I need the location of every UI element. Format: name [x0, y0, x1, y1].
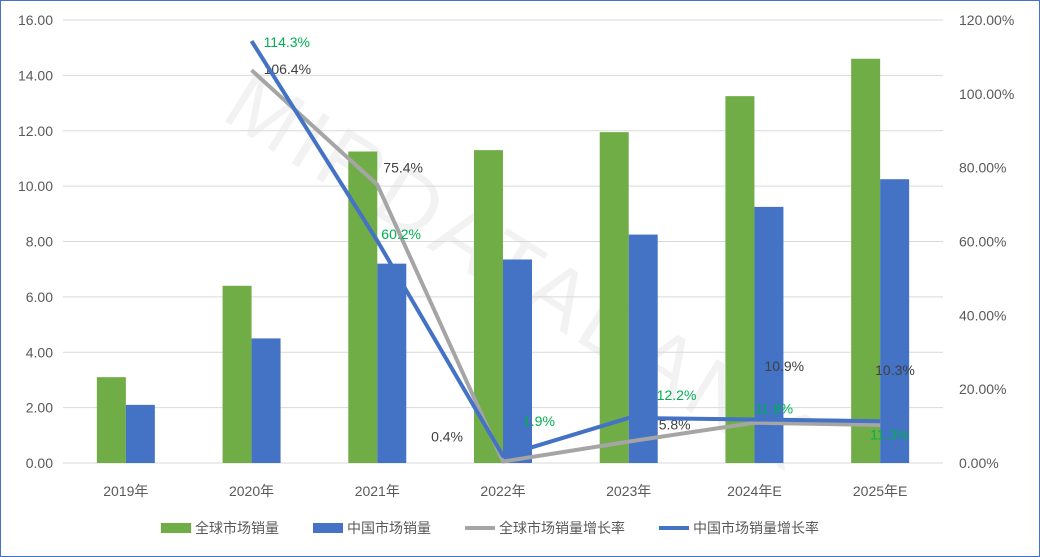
right-tick-label: 60.00%	[959, 234, 1006, 250]
x-tick-label: 2021年	[355, 483, 400, 499]
legend-label: 中国市场销量增长率	[693, 520, 819, 536]
line-china-growth	[249, 39, 881, 458]
left-tick-label: 10.00	[18, 178, 53, 194]
left-tick-label: 16.00	[18, 12, 53, 28]
bar-china	[125, 404, 155, 463]
data-label: 10.9%	[764, 358, 804, 374]
bar-global	[96, 377, 126, 463]
right-tick-label: 100.00%	[959, 86, 1014, 102]
bar-global	[851, 58, 881, 463]
legend-label: 中国市场销量	[347, 520, 431, 536]
data-label: 60.2%	[381, 226, 421, 242]
data-label: 11.3%	[870, 426, 909, 442]
data-label: 10.3%	[875, 362, 915, 378]
data-label: 0.4%	[431, 429, 463, 445]
bar-china	[880, 179, 910, 463]
x-tick-label: 2025年E	[853, 483, 907, 499]
bar-china	[377, 263, 407, 463]
right-tick-label: 20.00%	[959, 381, 1006, 397]
bar-global	[222, 285, 252, 463]
legend-label: 全球市场销量	[195, 520, 279, 536]
bar-china	[503, 259, 532, 463]
right-tick-label: 40.00%	[959, 307, 1006, 323]
data-label: 75.4%	[383, 160, 423, 176]
left-tick-label: 12.00	[18, 123, 53, 139]
legend-label: 全球市场销量增长率	[499, 520, 625, 536]
right-tick-label: 0.00%	[959, 455, 999, 471]
line-global-growth	[250, 68, 881, 464]
bar-china	[251, 338, 281, 463]
left-tick-label: 2.00	[26, 400, 53, 416]
data-label: 12.2%	[657, 387, 697, 403]
data-label: 1.9%	[523, 413, 555, 429]
bar-china	[628, 234, 658, 463]
data-label: 106.4%	[264, 61, 311, 77]
x-tick-label: 2024年E	[727, 483, 781, 499]
legend-swatch	[313, 523, 343, 533]
left-tick-label: 4.00	[26, 344, 53, 360]
x-tick-label: 2019年	[103, 483, 148, 499]
x-tick-label: 2022年	[480, 483, 525, 499]
x-tick-label: 2020年	[229, 483, 274, 499]
left-tick-label: 8.00	[26, 234, 53, 250]
x-tick-label: 2023年	[606, 483, 651, 499]
data-label: 11.8%	[754, 400, 793, 416]
right-tick-label: 80.00%	[959, 160, 1006, 176]
bar-global	[599, 132, 629, 463]
left-tick-label: 6.00	[26, 289, 53, 305]
left-tick-label: 14.00	[18, 67, 53, 83]
data-label: 114.3%	[264, 34, 310, 50]
bar-global	[725, 96, 755, 463]
legend-swatch	[161, 523, 191, 533]
right-tick-label: 120.00%	[959, 12, 1014, 28]
left-tick-label: 0.00	[26, 455, 53, 471]
